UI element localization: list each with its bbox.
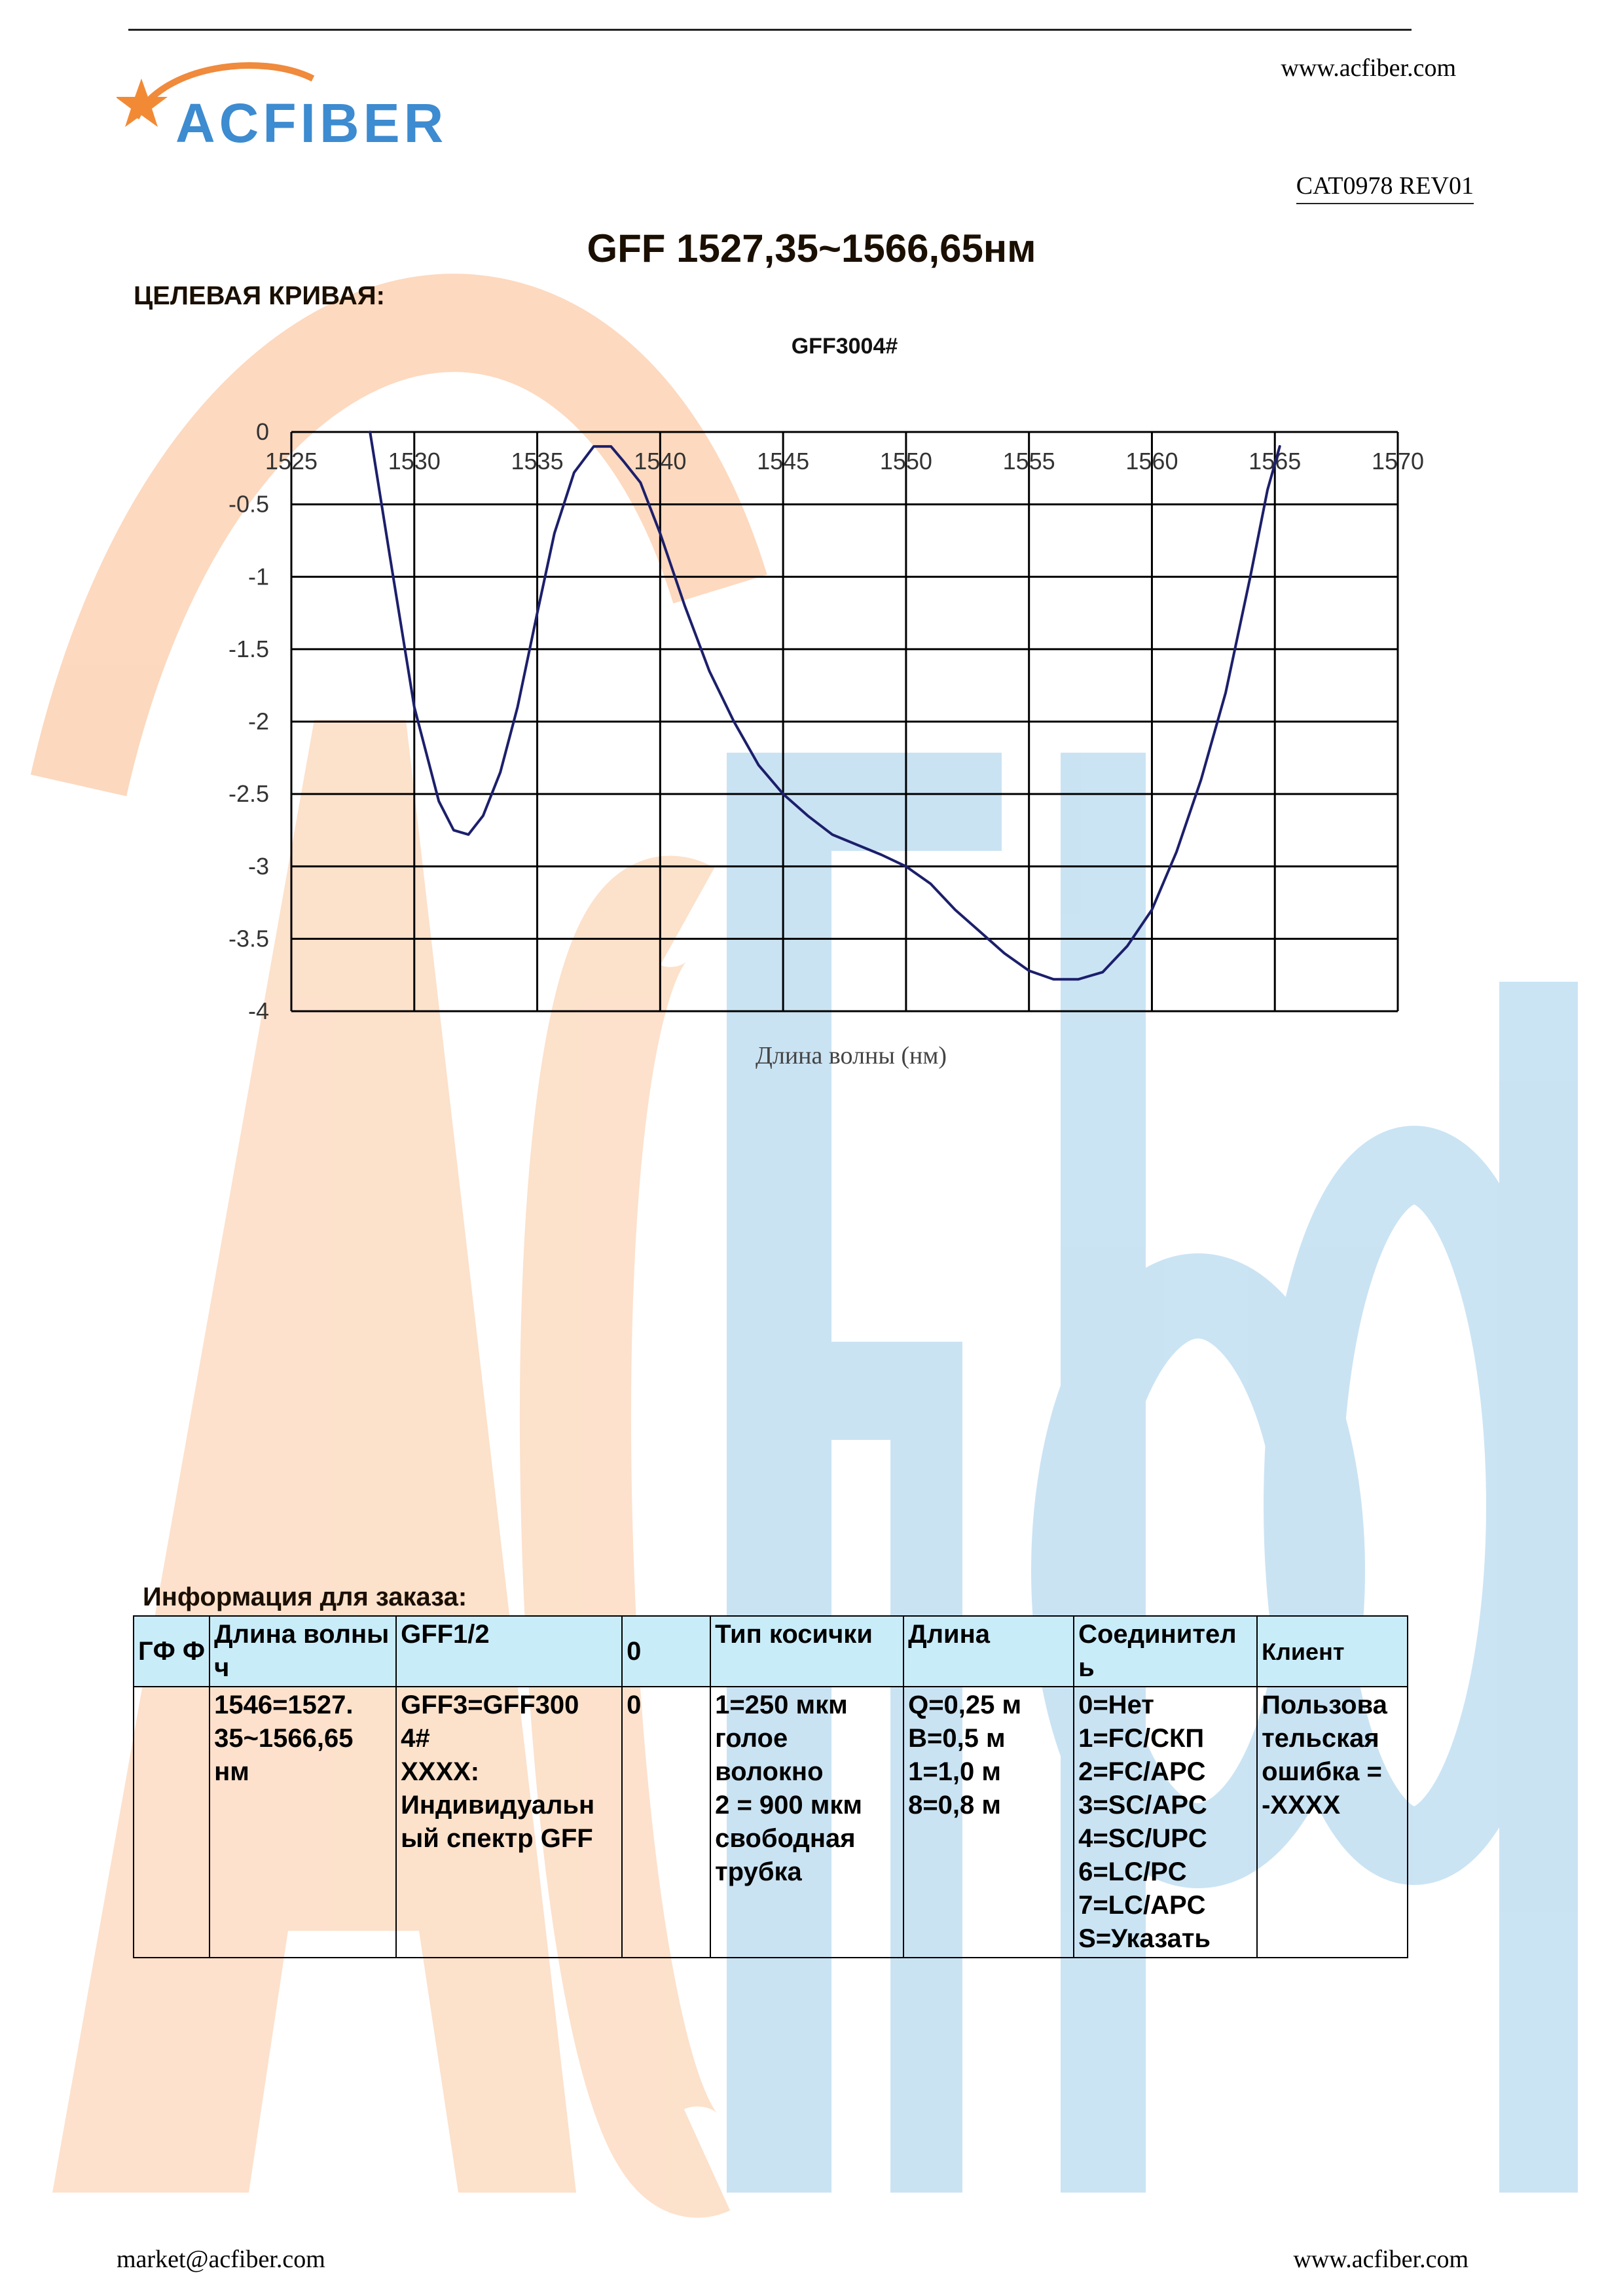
y-tick-label: -1	[248, 563, 269, 590]
header-cell: 0	[621, 1615, 712, 1687]
page-title: GFF 1527,35~1566,65нм	[587, 226, 1036, 270]
y-tick-label: -1.5	[228, 636, 269, 662]
header-cell: ГФ Ф	[132, 1615, 211, 1687]
star-icon	[117, 79, 168, 127]
header-cell: GFF1/2	[395, 1615, 623, 1687]
y-tick-label: -4	[248, 997, 269, 1024]
y-tick-label: 0	[256, 418, 269, 445]
order-info-title: Информация для заказа:	[143, 1583, 467, 1611]
value-cell: 0=Нет 1=FC/СКП 2=FC/APC 3=SC/APC 4=SC/UP…	[1073, 1686, 1258, 1958]
value-cell: Q=0,25 м B=0,5 м 1=1,0 м 8=0,8 м	[903, 1686, 1075, 1958]
footer-email: market@acfiber.com	[117, 2246, 325, 2273]
target-curve-label: ЦЕЛЕВАЯ КРИВАЯ:	[134, 281, 385, 310]
value-cell	[132, 1686, 211, 1958]
catalog-code: CAT0978 REV01	[1296, 171, 1474, 204]
y-tick-label: -3.5	[228, 925, 269, 952]
y-tick-label: -3	[248, 853, 269, 880]
x-tick-label: 1555	[1003, 448, 1055, 475]
x-tick-label: 1530	[388, 448, 441, 475]
order-header-row: ГФ Ф Длина волны ч GFF1/2 0 Тип косички …	[132, 1615, 1409, 1687]
header-cell: Соединител ь	[1073, 1615, 1258, 1687]
x-tick-label: 1560	[1125, 448, 1178, 475]
order-value-row: 1546=1527. 35~1566,65 нм GFF3=GFF300 4# …	[132, 1686, 1409, 1958]
chart-title: GFF3004#	[792, 334, 898, 359]
header-cell: Тип косички	[710, 1615, 905, 1687]
footer-website: www.acfiber.com	[1293, 2246, 1468, 2273]
acfiber-logo	[117, 62, 315, 127]
y-tick-label: -2	[248, 708, 269, 735]
value-cell: 1546=1527. 35~1566,65 нм	[209, 1686, 397, 1958]
header-rule	[128, 29, 1412, 31]
value-cell: GFF3=GFF300 4# XXXX: Индивидуальн ый спе…	[395, 1686, 623, 1958]
value-cell: 1=250 мкм голое волокно 2 = 900 мкм своб…	[710, 1686, 905, 1958]
target-curve-chart: GFF3004# 1525 1530 1535 1540 1545 1550 1555 1560…	[228, 334, 1424, 1069]
x-tick-label: 1540	[634, 448, 686, 475]
x-tick-label: 1550	[880, 448, 932, 475]
header-cell: Длина волны ч	[209, 1615, 397, 1687]
header-cell: Длина	[903, 1615, 1075, 1687]
value-cell: 0	[621, 1686, 712, 1958]
value-cell: Пользова тельская ошибка = -XXXX	[1256, 1686, 1409, 1958]
header-cell: Клиент	[1256, 1615, 1409, 1687]
x-tick-label: 1545	[757, 448, 809, 475]
x-tick-label: 1535	[511, 448, 564, 475]
x-tick-label: 1570	[1372, 448, 1424, 475]
series-line-0	[369, 431, 1281, 981]
logo-text: ACFIBER	[175, 92, 448, 154]
header-website: www.acfiber.com	[1281, 54, 1456, 82]
y-tick-label: -0.5	[228, 491, 269, 518]
order-table: ГФ Ф Длина волны ч GFF1/2 0 Тип косички …	[132, 1615, 1409, 1958]
x-axis-label: Длина волны (нм)	[756, 1042, 947, 1069]
x-tick-label: 1525	[265, 448, 318, 475]
y-tick-label: -2.5	[228, 780, 269, 807]
